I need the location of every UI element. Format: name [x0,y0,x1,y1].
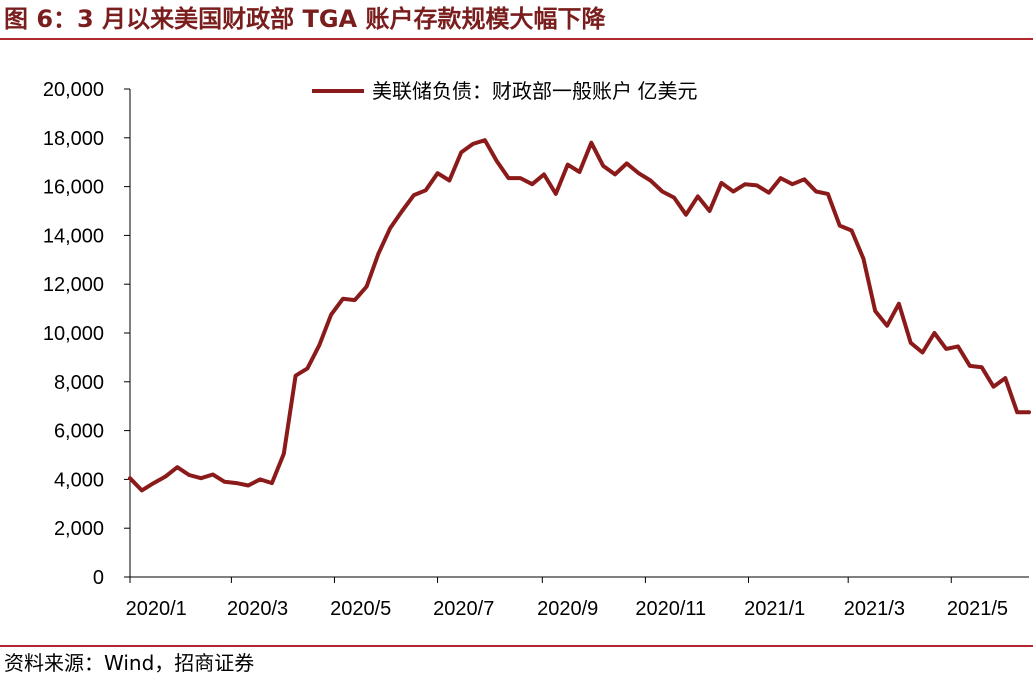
y-tick-label: 4,000 [54,469,104,491]
series-line [128,138,1031,493]
y-tick-label: 18,000 [43,128,104,150]
y-tick-label: 16,000 [43,177,104,199]
y-tick-label: 0 [93,567,104,589]
legend: 美联储负债：财政部一般账户 亿美元 [312,80,698,103]
y-axis: 0 2,000 4,000 6,000 8,000 10,000 12,000 14,000 1… [43,79,131,589]
x-tick-label: 2020/11 [635,598,706,620]
legend-label: 美联储负债：财政部一般账户 亿美元 [372,80,698,103]
y-tick-label: 14,000 [43,225,104,247]
x-tick-label: 2020/1 [126,598,187,620]
y-tick-label: 12,000 [43,274,104,296]
line-chart: 0 2,000 4,000 6,000 8,000 10,000 12,000 14,000 1… [43,79,1031,620]
y-tick-label: 8,000 [54,372,104,394]
x-axis: 2020/1 2020/3 2020/5 2020/7 2020/9 2020/11 202… [126,576,1029,620]
title-rule [0,38,1033,40]
x-tick-label: 2020/9 [537,598,598,620]
x-tick-label: 2021/5 [947,598,1008,620]
x-tick-label: 2020/3 [227,598,288,620]
figure-title: 图 6：3 月以来美国财政部 TGA 账户存款规模大幅下降 [4,5,606,33]
plot-area [128,138,1031,493]
x-tick-label: 2021/1 [744,598,805,620]
y-tick-label: 20,000 [43,79,104,101]
y-tick-label: 6,000 [54,421,104,443]
x-tick-label: 2020/7 [433,598,494,620]
source-rule [0,645,1033,647]
y-tick-label: 2,000 [54,518,104,540]
x-tick-label: 2021/3 [844,598,905,620]
source-note: 资料来源：Wind，招商证券 [4,651,255,675]
x-tick-label: 2020/5 [330,598,391,620]
y-tick-label: 10,000 [43,323,104,345]
